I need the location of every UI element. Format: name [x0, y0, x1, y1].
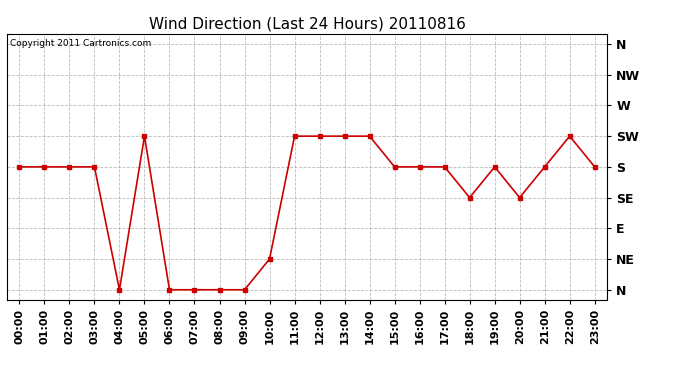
Title: Wind Direction (Last 24 Hours) 20110816: Wind Direction (Last 24 Hours) 20110816 [148, 16, 466, 31]
Text: Copyright 2011 Cartronics.com: Copyright 2011 Cartronics.com [10, 39, 151, 48]
